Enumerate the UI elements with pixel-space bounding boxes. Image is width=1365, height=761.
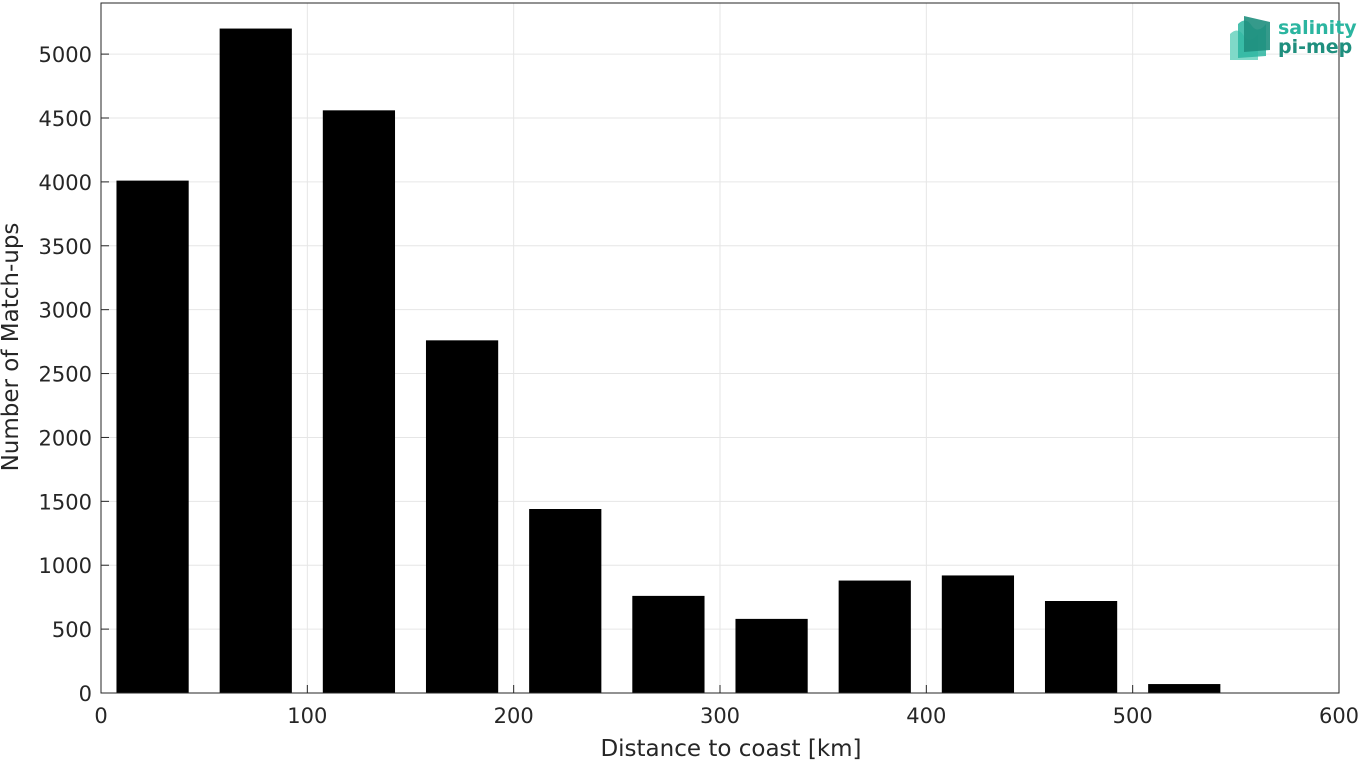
- histogram-bar: [632, 595, 705, 693]
- x-tick-label: 0: [94, 704, 107, 728]
- y-tick-label: 5000: [39, 43, 92, 67]
- y-tick-label: 3500: [39, 235, 92, 259]
- histogram-bar: [425, 340, 499, 693]
- x-axis-ticks: 0 100 200 300 400 500 600: [94, 685, 1359, 728]
- y-tick-label: 4500: [39, 107, 92, 131]
- x-tick-label: 100: [287, 704, 327, 728]
- y-tick-label: 500: [52, 618, 92, 642]
- salinity-pi-mep-logo: salinity pi-mep: [1230, 16, 1357, 60]
- x-axis-label: Distance to coast [km]: [600, 736, 861, 761]
- histogram-bar: [1148, 684, 1221, 693]
- logo-line-2: pi-mep: [1278, 36, 1352, 58]
- x-tick-label: 200: [494, 704, 534, 728]
- y-axis-ticks: 0 500 1000 1500 2000 2500 3000 3500 4000 4500 5000: [39, 43, 109, 706]
- x-tick-label: 300: [700, 704, 740, 728]
- histogram-bar: [941, 575, 1015, 693]
- y-tick-label: 1500: [39, 490, 92, 514]
- y-tick-label: 2000: [39, 426, 92, 450]
- histogram-bar: [219, 28, 292, 694]
- logo-line-1: salinity: [1278, 17, 1357, 39]
- y-tick-label: 2500: [39, 363, 92, 387]
- y-axis-label: Number of Match-ups: [0, 223, 24, 472]
- x-tick-label: 500: [1113, 704, 1153, 728]
- histogram-bar: [116, 180, 189, 694]
- bars: [116, 28, 1221, 694]
- y-tick-label: 3000: [39, 299, 92, 323]
- y-tick-label: 4000: [39, 171, 92, 195]
- x-tick-label: 400: [906, 704, 946, 728]
- histogram-bar: [322, 110, 396, 694]
- histogram-bar: [1044, 601, 1118, 693]
- x-tick-label: 600: [1319, 704, 1359, 728]
- histogram-bar: [529, 509, 602, 693]
- histogram-bar: [735, 618, 808, 693]
- grid-lines: [100, 3, 1340, 694]
- y-tick-label: 0: [79, 682, 92, 706]
- logo-wave-icon: [1230, 16, 1270, 60]
- histogram-bar: [838, 580, 911, 693]
- y-tick-label: 1000: [39, 554, 92, 578]
